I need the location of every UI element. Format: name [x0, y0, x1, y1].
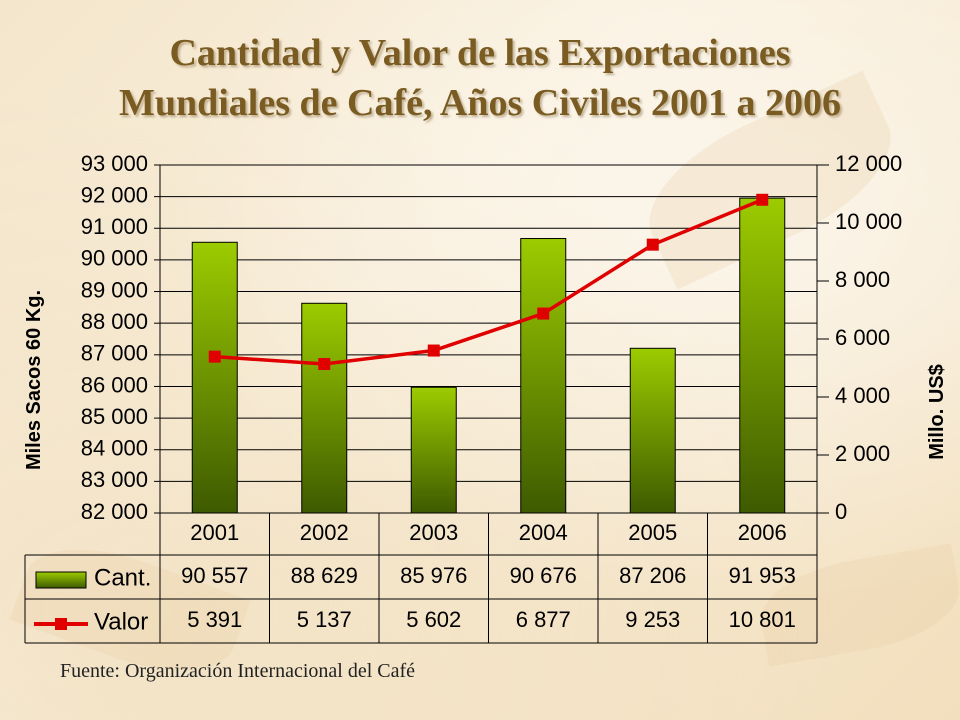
data-label-valor-2005: 9 253: [625, 607, 680, 632]
y-left-tick-label: 92 000: [81, 182, 148, 207]
legend-label-cant: Cant.: [94, 564, 151, 591]
y-left-tick-label: 90 000: [81, 246, 148, 271]
data-label-valor-2006: 10 801: [729, 607, 796, 632]
valor-point-2006: [756, 193, 769, 206]
y-right-tick-label: 12 000: [835, 151, 902, 176]
data-label-cant-2002: 88 629: [291, 563, 358, 588]
bar-series: [191, 197, 786, 514]
bar-2006: [739, 197, 786, 514]
valor-point-2004: [537, 307, 550, 320]
y-left-tick-label: 89 000: [81, 277, 148, 302]
category-label-2004: 2004: [519, 520, 568, 545]
data-label-valor-2002: 5 137: [297, 607, 352, 632]
data-label-valor-2004: 6 877: [516, 607, 571, 632]
valor-point-2002: [318, 358, 331, 371]
category-label-2005: 2005: [628, 520, 677, 545]
y-left-tick-label: 86 000: [81, 372, 148, 397]
legend-label-valor: Valor: [94, 608, 148, 635]
y-right-tick-label: 0: [835, 499, 847, 524]
bar-2004: [520, 238, 567, 514]
data-label-cant-2006: 91 953: [729, 563, 796, 588]
legend-line-marker: [55, 618, 67, 630]
data-label-cant-2001: 90 557: [181, 563, 248, 588]
category-label-2003: 2003: [409, 520, 458, 545]
chart-title-line-1: Cantidad y Valor de las Exportaciones: [169, 32, 791, 74]
y-right-tick-label: 10 000: [835, 209, 902, 234]
chart-title-line-2: Mundiales de Café, Años Civiles 2001 a 2…: [118, 82, 842, 124]
data-label-valor-2001: 5 391: [187, 607, 242, 632]
bar-2001: [191, 241, 238, 514]
valor-point-2003: [427, 344, 440, 357]
y-axis-right-label: Millo. US$: [926, 364, 948, 460]
data-table: 2001 2002 2003 2004 2005 2006 Cant. Valor 90 557…: [24, 513, 818, 644]
y-left-tick-label: 87 000: [81, 341, 148, 366]
legend-bar-swatch: [35, 571, 87, 589]
source-note: Fuente: Organización Internacional del C…: [60, 660, 416, 682]
chart-title: Cantidad y Valor de las Exportaciones Mu…: [0, 28, 960, 128]
y-right-tick-label: 2 000: [835, 441, 890, 466]
category-label-2006: 2006: [738, 520, 787, 545]
bar-2005: [629, 347, 676, 514]
category-label-2001: 2001: [190, 520, 239, 545]
y-left-tick-label: 93 000: [81, 151, 148, 176]
bar-2003: [410, 386, 457, 514]
category-label-2002: 2002: [300, 520, 349, 545]
right-axis: 12 000 10 000 8 000 6 000 4 000 2 000 0: [817, 151, 902, 524]
y-right-tick-label: 6 000: [835, 325, 890, 350]
y-left-tick-label: 82 000: [81, 499, 148, 524]
y-right-tick-label: 8 000: [835, 267, 890, 292]
y-left-tick-label: 85 000: [81, 404, 148, 429]
y-left-tick-label: 88 000: [81, 309, 148, 334]
data-label-valor-2003: 5 602: [406, 607, 461, 632]
y-axis-left-label: Miles Sacos 60 Kg.: [23, 290, 45, 470]
left-axis: 93 000 92 000 91 000 90 000 89 000 88 000 87 0…: [81, 151, 160, 524]
y-left-tick-label: 84 000: [81, 436, 148, 461]
data-label-cant-2004: 90 676: [510, 563, 577, 588]
y-left-tick-label: 83 000: [81, 467, 148, 492]
valor-point-2005: [646, 238, 659, 251]
line-series: [208, 193, 769, 371]
valor-point-2001: [208, 350, 221, 363]
data-label-cant-2003: 85 976: [400, 563, 467, 588]
y-right-tick-label: 4 000: [835, 383, 890, 408]
data-label-cant-2005: 87 206: [619, 563, 686, 588]
bar-2002: [301, 302, 348, 514]
y-left-tick-label: 91 000: [81, 214, 148, 239]
valor-line: [214, 198, 763, 366]
